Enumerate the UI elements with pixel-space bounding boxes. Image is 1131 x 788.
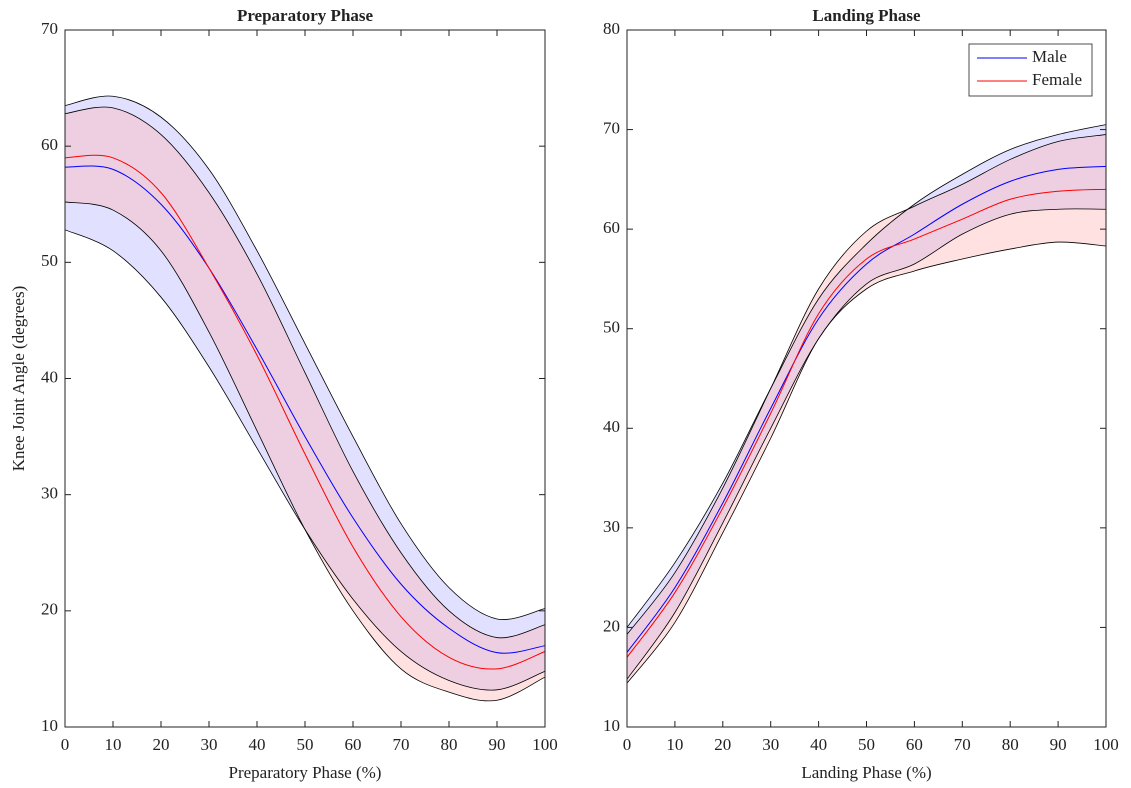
- x-tick-label: 0: [61, 735, 70, 754]
- subplot: 0 10 20 30 40 50 60 70 80 90 10010203040506070Prep…: [9, 6, 558, 782]
- x-tick-label: 20: [153, 735, 170, 754]
- x-tick-label: 50: [858, 735, 875, 754]
- chart-title: Preparatory Phase: [237, 6, 374, 25]
- y-tick-label: 10: [41, 716, 58, 735]
- x-tick-label: 10: [666, 735, 683, 754]
- y-tick-label: 10: [603, 716, 620, 735]
- y-tick-label: 20: [41, 600, 58, 619]
- x-tick-label: 60: [345, 735, 362, 754]
- band-edge: [626, 124, 1107, 628]
- x-tick-label: 100: [1093, 735, 1119, 754]
- x-tick-label: 30: [762, 735, 779, 754]
- band-edge: [64, 95, 546, 620]
- y-tick-label: 40: [603, 417, 620, 436]
- mean-line: [626, 165, 1107, 653]
- y-tick-label: 80: [603, 19, 620, 38]
- band: [65, 95, 545, 691]
- x-tick-label: 40: [249, 735, 266, 754]
- legend: Male Female: [968, 43, 1093, 97]
- x-axis-label: Landing Phase (%): [801, 763, 931, 782]
- x-tick-label: 0: [623, 735, 632, 754]
- x-tick-label: 40: [810, 735, 827, 754]
- y-tick-label: 60: [603, 218, 620, 237]
- y-tick-label: 30: [603, 517, 620, 536]
- x-tick-label: 90: [489, 735, 506, 754]
- chart-title: Landing Phase: [812, 6, 921, 25]
- x-tick-label: 20: [714, 735, 731, 754]
- y-tick-label: 40: [41, 367, 58, 386]
- x-tick-label: 60: [906, 735, 923, 754]
- band: [627, 134, 1106, 684]
- y-axis-label: Knee Joint Angle (degrees): [9, 286, 28, 472]
- x-tick-label: 100: [532, 735, 558, 754]
- x-tick-label: 30: [201, 735, 218, 754]
- y-tick-label: 20: [603, 616, 620, 635]
- legend-label: Female: [1032, 70, 1082, 89]
- y-tick-label: 50: [41, 251, 58, 270]
- x-tick-label: 70: [393, 735, 410, 754]
- band-edge: [64, 201, 546, 702]
- band-edge: [64, 106, 546, 639]
- band-edge: [64, 229, 546, 691]
- y-tick-label: 60: [41, 135, 58, 154]
- band: [65, 106, 545, 701]
- x-tick-label: 90: [1050, 735, 1067, 754]
- mean-line: [626, 188, 1107, 658]
- x-tick-label: 10: [105, 735, 122, 754]
- y-tick-label: 70: [603, 118, 620, 137]
- band: [627, 124, 1106, 680]
- legend-label: Male: [1032, 47, 1067, 66]
- x-axis-label: Preparatory Phase (%): [229, 763, 382, 782]
- mean-line: [64, 154, 546, 670]
- legend-box: [968, 43, 1093, 97]
- y-tick-label: 30: [41, 484, 58, 503]
- x-tick-label: 80: [441, 735, 458, 754]
- x-tick-label: 80: [1002, 735, 1019, 754]
- subplot: 0 10 20 30 40 50 60 70 80 90 1001020304050607080La…: [603, 6, 1119, 782]
- axes-box: [626, 29, 1107, 728]
- x-tick-label: 50: [297, 735, 314, 754]
- band-edge: [626, 241, 1107, 684]
- mean-line: [64, 165, 546, 654]
- y-tick-label: 50: [603, 318, 620, 337]
- y-tick-label: 70: [41, 19, 58, 38]
- band-edge: [626, 208, 1107, 680]
- x-tick-label: 70: [954, 735, 971, 754]
- band-edge: [626, 134, 1107, 635]
